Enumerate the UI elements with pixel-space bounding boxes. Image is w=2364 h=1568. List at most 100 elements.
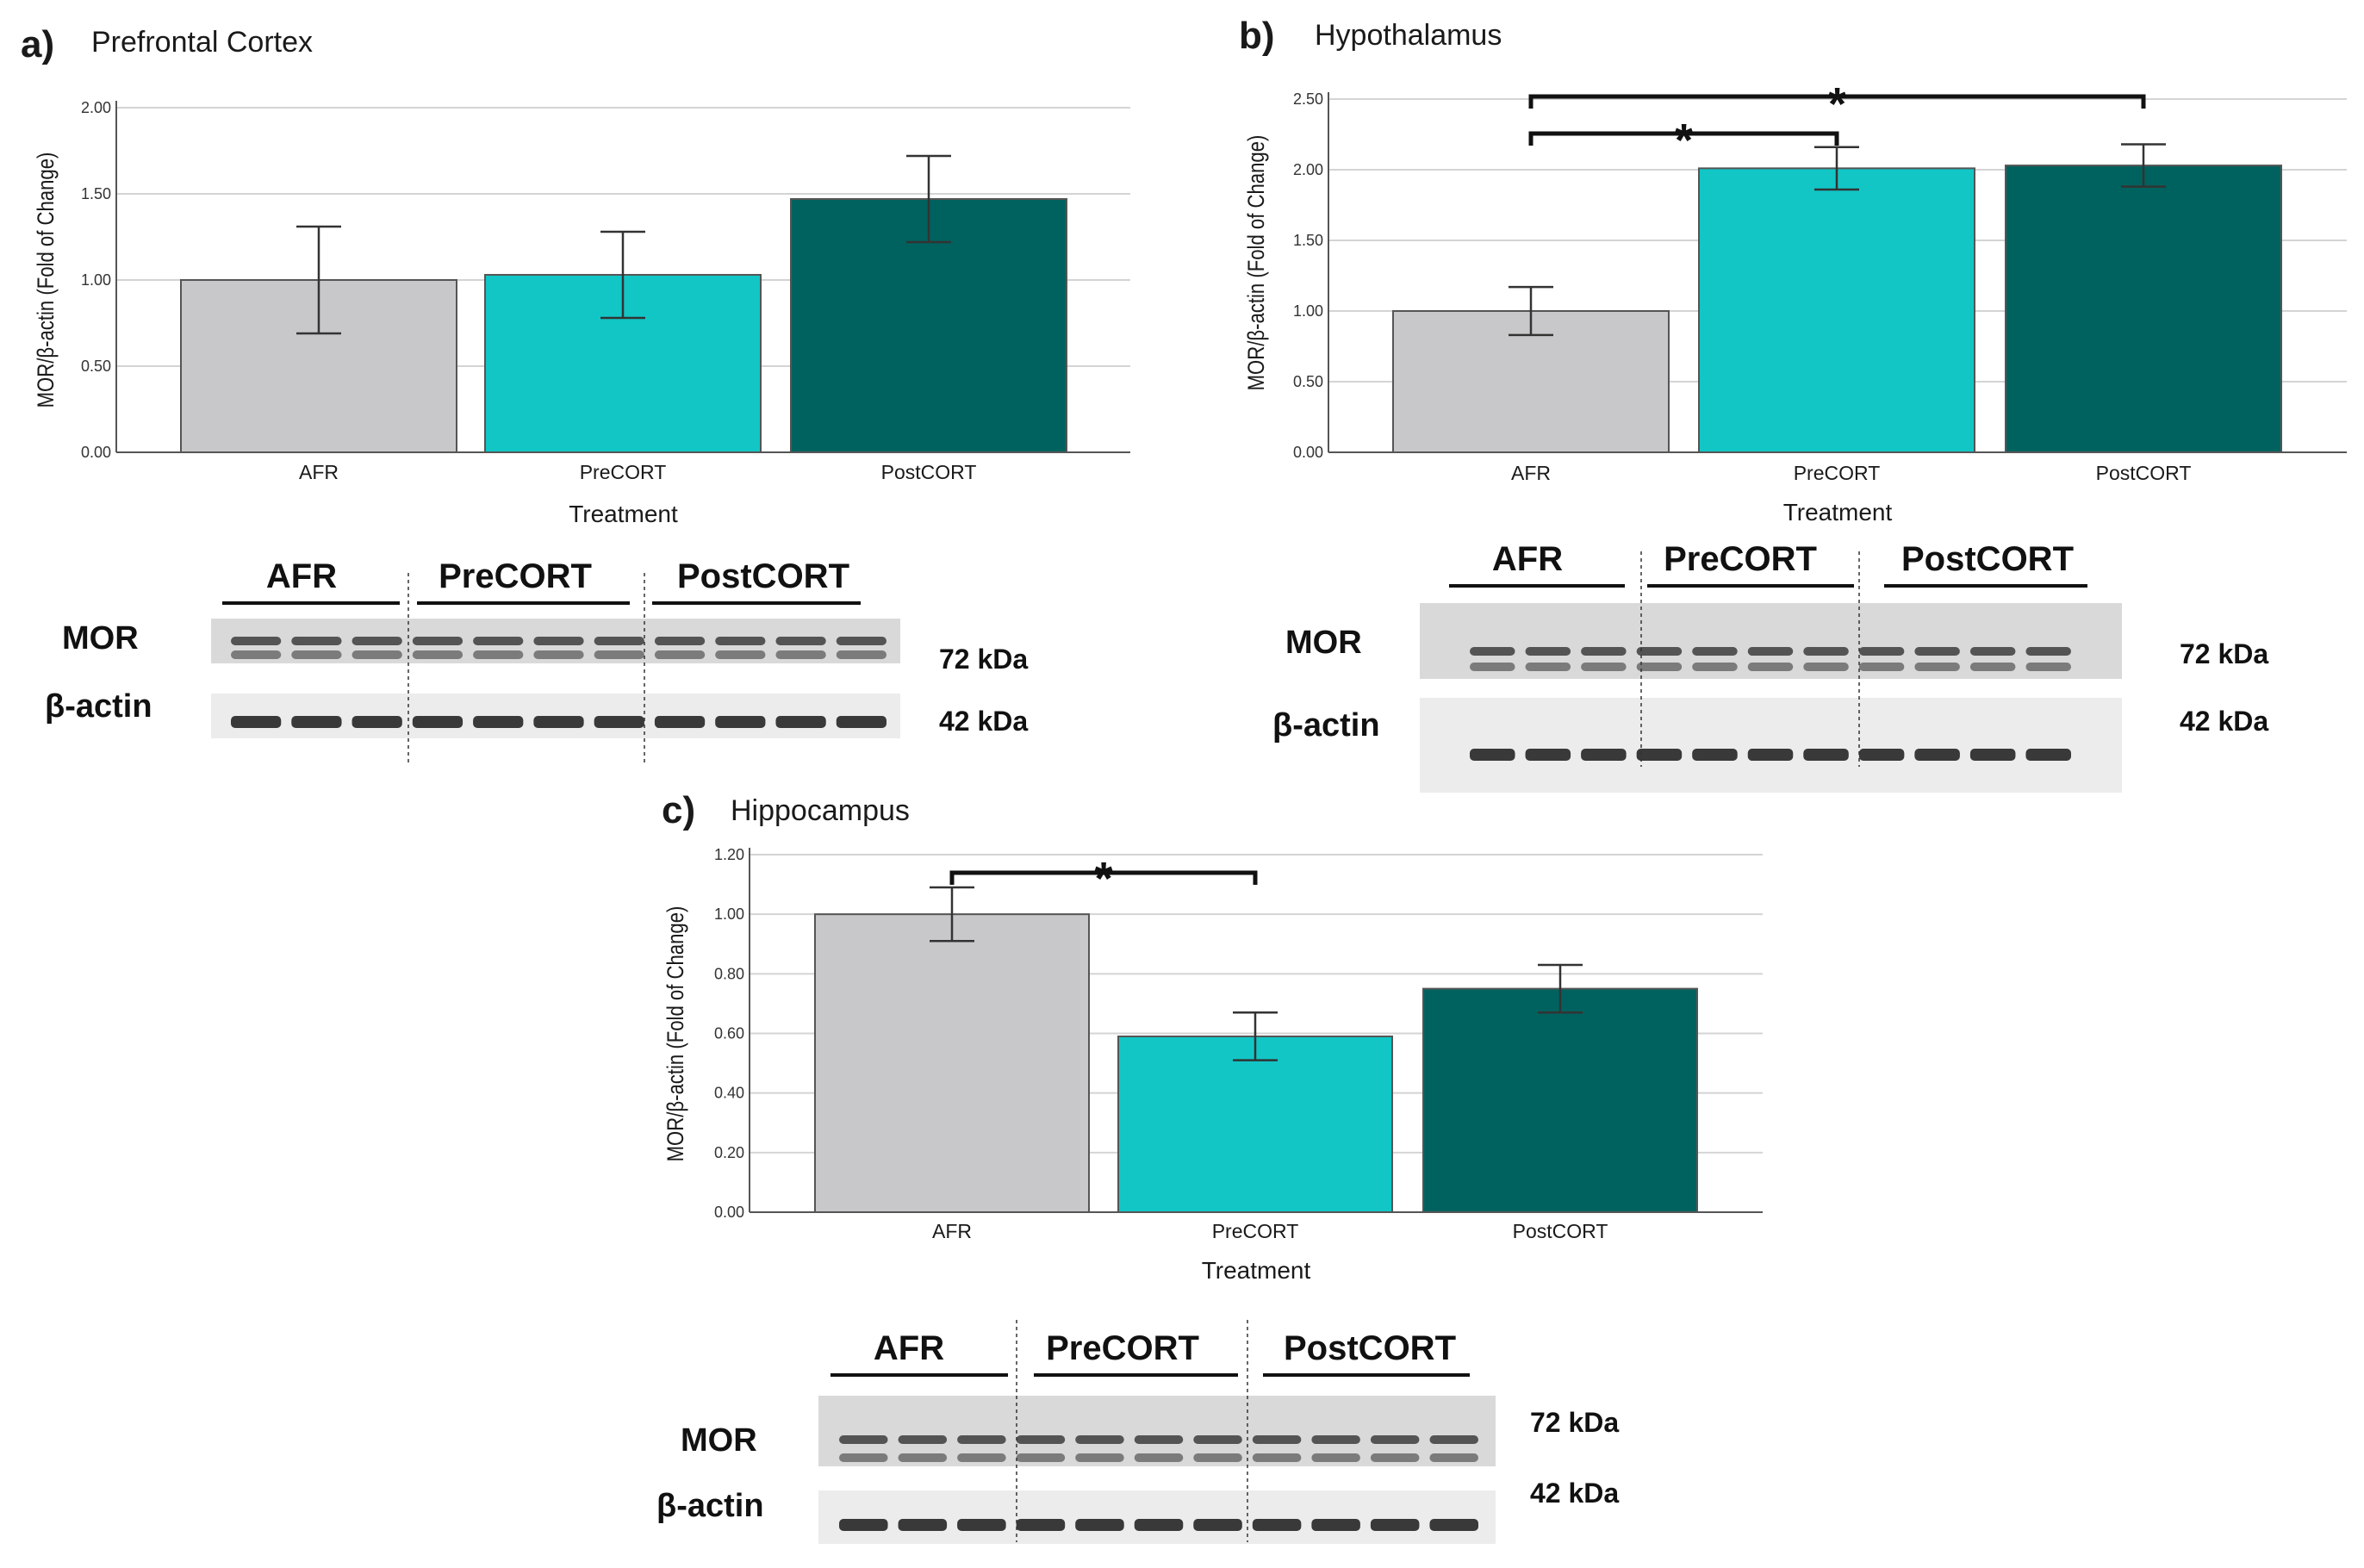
blot-band	[1914, 647, 1960, 656]
blot-band	[1747, 647, 1794, 656]
blot-band	[957, 1519, 1006, 1531]
blot-row-beta-actin	[818, 1490, 1496, 1544]
blot-band	[412, 716, 463, 728]
blot-band	[1525, 663, 1571, 671]
blot-band	[1429, 1453, 1478, 1462]
category-label: PostCORT	[881, 461, 977, 483]
y-tick-label: 2.50	[1293, 90, 1323, 108]
blot-band	[1803, 647, 1849, 656]
y-tick-label: 0.50	[81, 358, 111, 375]
blot-band	[839, 1519, 888, 1531]
blot-row-beta-actin	[1420, 698, 2122, 793]
blot-band	[1016, 1453, 1066, 1462]
blot-band	[1636, 749, 1683, 761]
kda-label: 72 kDa	[2180, 638, 2268, 669]
kda-label: 42 kDa	[1530, 1478, 1619, 1509]
blot-band	[957, 1453, 1006, 1462]
bar-postcort	[1422, 987, 1698, 1213]
blot-band	[1016, 1435, 1066, 1444]
blot-band	[1016, 1519, 1066, 1531]
blot-band	[1692, 663, 1738, 671]
blot-band	[1636, 647, 1683, 656]
blot-band	[1914, 663, 1960, 671]
blot-band	[1803, 663, 1849, 671]
blot-row-mor	[818, 1396, 1496, 1466]
blot-band	[473, 650, 524, 659]
blot-row-label: MOR	[1285, 625, 1362, 661]
error-bar	[600, 230, 645, 320]
blot-band	[1969, 663, 2016, 671]
blot-band	[1075, 1435, 1124, 1444]
blot-band	[715, 637, 766, 645]
blot-band	[654, 716, 706, 728]
y-tick-label: 1.00	[1293, 302, 1323, 320]
blot-group-label: PreCORT	[1046, 1329, 1199, 1367]
blot-band	[1747, 663, 1794, 671]
blot-row-mor	[211, 619, 900, 663]
blot-group-label: AFR	[266, 557, 337, 595]
error-bar	[296, 225, 341, 335]
y-tick-label: 0.00	[714, 1204, 744, 1221]
blot-band	[231, 716, 282, 728]
category-label: PostCORT	[2096, 462, 2192, 484]
blot-band	[898, 1435, 948, 1444]
y-tick-label: 0.80	[714, 965, 744, 982]
blot-group-label: AFR	[1492, 540, 1563, 578]
blot-band	[1429, 1435, 1478, 1444]
blot-band	[1581, 663, 1627, 671]
category-label: PreCORT	[1794, 462, 1881, 484]
blot-band	[1692, 647, 1738, 656]
x-axis-label: Treatment	[1783, 499, 1893, 526]
blot-row-mor	[1420, 603, 2122, 679]
blot-band	[715, 650, 766, 659]
blot-band	[594, 650, 644, 659]
blot-band	[836, 650, 886, 659]
blot-band	[839, 1435, 888, 1444]
blot-band	[1470, 647, 1515, 656]
blot-band	[412, 637, 463, 645]
blot-band	[1581, 647, 1627, 656]
panel-letter: a)	[21, 23, 54, 65]
blot-band	[412, 650, 463, 659]
western-blot: AFR PreCORT PostCORT MOR 72 kDa β-actin 42 kDa	[656, 1320, 1619, 1544]
western-blot: AFR PreCORT PostCORT MOR 72 kDa β-actin 42 kDa	[1272, 540, 2268, 793]
blot-band	[898, 1519, 948, 1531]
blot-band	[351, 716, 402, 728]
y-tick-label: 1.50	[81, 185, 111, 202]
blot-group-label: PostCORT	[1284, 1329, 1456, 1367]
blot-row-label: MOR	[62, 620, 139, 656]
blot-band	[1193, 1453, 1242, 1462]
blot-band	[533, 716, 584, 728]
blot-band	[2025, 647, 2071, 656]
y-tick-label: 2.00	[81, 99, 111, 116]
western-blot: AFR PreCORT PostCORT MOR 72 kDa β-actin 42 kDa	[45, 557, 1028, 765]
kda-label: 42 kDa	[2180, 706, 2268, 737]
blot-band	[1311, 1435, 1360, 1444]
panel-letter: c)	[662, 789, 695, 831]
blot-band	[957, 1435, 1006, 1444]
panel-letter: b)	[1239, 15, 1275, 57]
blot-band	[231, 650, 282, 659]
blot-group-label: PostCORT	[1901, 540, 2074, 578]
blot-band	[654, 650, 706, 659]
blot-band	[473, 637, 524, 645]
significance-star: *	[1094, 853, 1112, 905]
blot-band	[2025, 749, 2071, 761]
blot-band	[1370, 1453, 1420, 1462]
blot-band	[775, 650, 826, 659]
y-axis-label: MOR/β-actin (Fold of Change)	[663, 906, 689, 1162]
bar-precort	[1698, 167, 1975, 454]
blot-band	[1075, 1453, 1124, 1462]
y-axis-label: MOR/β-actin (Fold of Change)	[1244, 135, 1270, 391]
blot-band	[533, 650, 584, 659]
blot-row-label: β-actin	[656, 1488, 764, 1524]
blot-band	[1858, 749, 1905, 761]
blot-band	[1969, 647, 2016, 656]
blot-band	[1969, 749, 2016, 761]
blot-group-label: PreCORT	[439, 557, 592, 595]
blot-band	[1858, 663, 1905, 671]
blot-band	[291, 650, 342, 659]
blot-row-label: β-actin	[45, 688, 152, 725]
blot-band	[1429, 1519, 1478, 1531]
category-label: AFR	[299, 461, 339, 483]
